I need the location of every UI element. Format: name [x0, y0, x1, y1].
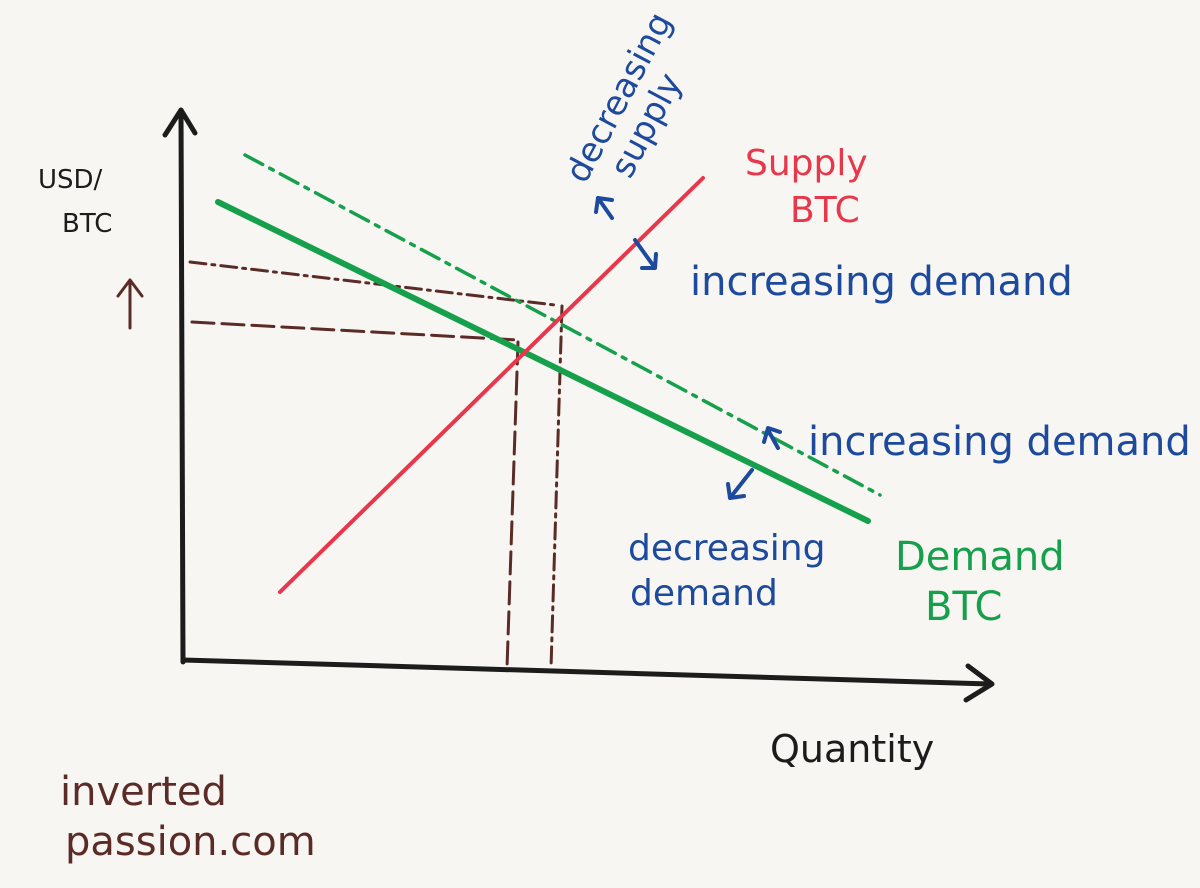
demand-down-arrow: [726, 468, 754, 500]
demand-shift-arrow-1: [633, 238, 658, 270]
supply-label-2: BTC: [790, 190, 860, 231]
y-label-line-1: USD/: [38, 165, 103, 195]
quantity-guide-1: [505, 340, 520, 670]
demand-up-arrow: [762, 426, 782, 450]
price-guide-2: [188, 260, 557, 307]
x-axis-arrow: [963, 663, 995, 703]
price-guide-1: [190, 320, 520, 342]
price-up-arrow: [116, 278, 144, 330]
increasing-demand-lower: increasing demand: [808, 419, 1191, 465]
x-label: Quantity: [770, 727, 934, 771]
demand-line: [215, 199, 871, 524]
decreasing-demand-1: decreasing: [628, 528, 825, 569]
demand-label-2: BTC: [925, 584, 1002, 630]
demand-label-1: Demand: [895, 534, 1065, 580]
supply-shift-arrow: [594, 196, 614, 220]
supply-label-1: Supply: [745, 143, 868, 184]
x-axis: [180, 657, 993, 687]
footer-line-2: passion.com: [65, 819, 316, 865]
quantity-guide-2: [549, 304, 564, 670]
decreasing-demand-2: demand: [630, 573, 778, 614]
supply-line: [278, 176, 705, 594]
increasing-demand-upper: increasing demand: [690, 259, 1073, 305]
y-label-line-2: BTC: [62, 209, 112, 239]
y-axis-arrow: [162, 107, 198, 138]
y-axis: [178, 109, 186, 665]
footer-line-1: inverted: [60, 769, 227, 815]
